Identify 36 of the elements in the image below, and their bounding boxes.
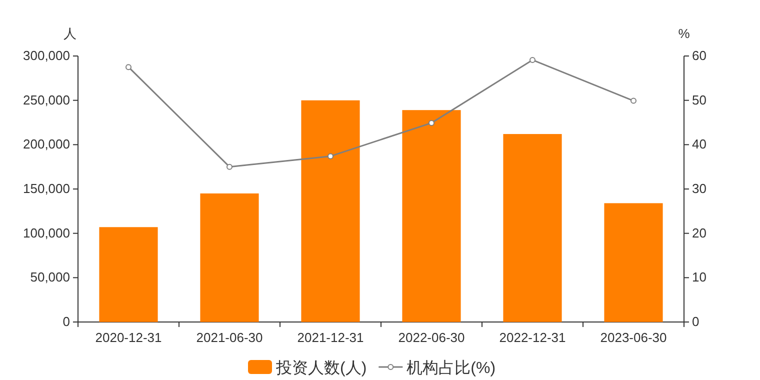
y2-tick-label: 60	[692, 48, 706, 63]
y-tick-label: 150,000	[23, 181, 70, 196]
x-tick-label: 2021-06-30	[196, 330, 263, 345]
point	[328, 153, 334, 160]
y2-tick-label: 30	[692, 181, 706, 196]
point	[530, 56, 536, 63]
point	[126, 64, 132, 70]
y-tick-label: 100,000	[23, 225, 70, 240]
y-tick-label: 50,000	[30, 270, 70, 285]
y-axis-title: 人	[64, 26, 76, 41]
y-tick-label: 300,000	[23, 48, 70, 63]
point	[226, 164, 232, 170]
point	[630, 98, 636, 104]
y-tick-label: 0	[62, 314, 70, 329]
legend-label: 投资人数(人)	[275, 359, 367, 377]
bar	[503, 134, 562, 322]
bar	[301, 100, 360, 322]
y2-tick-label: 0	[692, 314, 700, 329]
x-tick-label: 2022-06-30	[398, 330, 465, 345]
bar	[604, 203, 663, 322]
y2-tick-label: 50	[692, 92, 706, 108]
y2-tick-label: 20	[692, 225, 706, 240]
bar	[200, 193, 259, 322]
y2-tick-label: 10	[692, 270, 706, 285]
x-tick-label: 2022-12-31	[499, 330, 566, 345]
legend-label: 机构占比(%)	[406, 359, 496, 377]
bar	[402, 110, 461, 322]
y-tick-label: 200,000	[23, 136, 70, 152]
point	[428, 120, 434, 126]
x-tick-label: 2021-12-31	[297, 330, 364, 345]
x-tick-label: 2023-06-30	[600, 330, 667, 345]
y2-axis-title: %	[678, 26, 690, 41]
x-tick-label: 2020-12-31	[95, 330, 162, 345]
y2-tick-label: 40	[692, 136, 706, 152]
y-tick-label: 250,000	[23, 92, 70, 108]
bar	[99, 227, 158, 322]
